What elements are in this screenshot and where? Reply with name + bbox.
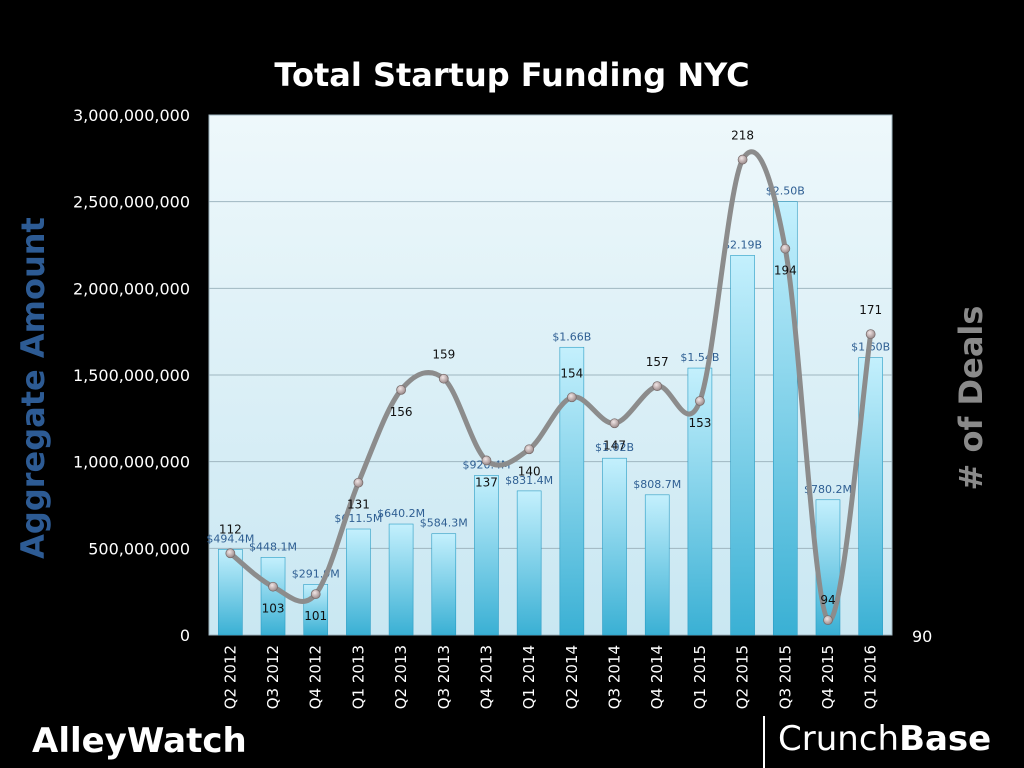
crunchbase-logo-bold: Base [899, 719, 991, 759]
deal-point [695, 396, 705, 406]
y-tick-label: 3,000,000,000 [73, 106, 190, 125]
bar-labels: $494.4M$448.1M$291.9M$611.5M$640.2M$584.… [206, 185, 890, 581]
bar-value-label: $831.4M [505, 474, 553, 487]
bar [431, 533, 457, 636]
bars [218, 201, 883, 636]
alleywatch-logo-text: AlleyWatch [32, 721, 247, 761]
y-tick-label: 2,500,000,000 [73, 193, 190, 212]
bar-value-label: $291.9M [292, 567, 340, 580]
y-tick-label: 1,500,000,000 [73, 366, 190, 385]
bar-value-label: $640.2M [377, 507, 425, 520]
deal-point [780, 243, 791, 254]
deal-point [823, 615, 833, 626]
x-tick-label: Q4 2013 [477, 645, 495, 709]
bar [602, 457, 627, 636]
bar [218, 549, 243, 636]
y-axis-label-right: # of Deals [952, 306, 990, 491]
x-tick-label: Q4 2014 [648, 645, 666, 709]
bar-value-label: $1.02B [595, 441, 634, 454]
crunchbase-logo-regular: Crunch [778, 719, 899, 759]
x-axis-ticks: Q2 2012 Q3 2012 Q4 2012 Q1 2013 Q2 2013 Q3 20… [221, 645, 879, 709]
x-tick-label: Q1 2014 [520, 645, 538, 709]
bar-value-label: $1.66B [552, 330, 591, 343]
bar-value-label: $448.1M [249, 540, 297, 553]
bar [516, 490, 542, 636]
x-tick-label: Q2 2015 [734, 645, 752, 709]
x-tick-label: Q1 2013 [349, 645, 367, 709]
deal-value-label: 140 [518, 464, 541, 478]
deal-value-label: 131 [347, 498, 370, 512]
y-tick-label: 2,000,000,000 [73, 279, 190, 298]
bar [474, 475, 499, 636]
deal-point [524, 444, 535, 455]
deal-value-label: 137 [475, 475, 498, 489]
deal-value-label: 154 [560, 366, 583, 380]
bar-value-label: $2.19B [723, 238, 762, 251]
bar-value-label: $1.54B [680, 351, 719, 364]
y2-axis-tick: 90 [912, 627, 932, 646]
deal-point [609, 418, 620, 429]
x-tick-label: Q2 2013 [392, 645, 410, 709]
deal-point [396, 384, 406, 395]
bar [260, 557, 286, 636]
deal-point [438, 373, 449, 384]
y-tick-label: 1,000,000,000 [73, 453, 190, 472]
deal-point [566, 392, 577, 403]
bar [687, 367, 713, 636]
bar [346, 528, 371, 636]
x-tick-label: Q1 2015 [691, 645, 709, 709]
bar [644, 494, 670, 636]
deal-point [268, 581, 278, 592]
x-tick-label: Q1 2016 [862, 645, 880, 709]
deal-value-label: 194 [774, 264, 797, 278]
y-tick-label: 500,000,000 [88, 539, 190, 558]
deal-value-label: 153 [688, 416, 711, 430]
bar-value-label: $494.4M [206, 532, 254, 545]
bar [559, 346, 585, 636]
deal-points [225, 154, 876, 626]
x-tick-label: Q2 2012 [221, 645, 239, 709]
x-tick-label: Q4 2012 [307, 645, 325, 709]
x-tick-label: Q3 2014 [606, 645, 624, 709]
deal-point [737, 154, 748, 165]
chart-title: Total Startup Funding NYC [274, 56, 749, 94]
x-tick-label: Q2 2014 [563, 645, 581, 709]
svg-text:CrunchBase: CrunchBase [778, 719, 991, 759]
x-tick-label: Q3 2013 [435, 645, 453, 709]
bar-value-label: $808.7M [633, 478, 681, 491]
deal-value-label: 147 [603, 438, 626, 452]
bar [730, 255, 755, 636]
deal-point [481, 455, 492, 466]
deal-value-label: 159 [432, 348, 455, 362]
deal-point [225, 548, 236, 559]
deal-value-label: 101 [304, 609, 327, 623]
crunchbase-logo: CrunchBase [763, 716, 991, 768]
deal-value-label: 156 [390, 405, 413, 419]
y-axis-ticks: 0 500,000,000 1,000,000,000 1,500,000,000 2,… [73, 106, 190, 645]
bar-value-label: $780.2M [804, 483, 852, 496]
x-tick-label: Q4 2015 [819, 645, 837, 709]
deal-point [865, 329, 876, 340]
deal-point [652, 381, 663, 392]
deal-value-label: 103 [262, 602, 285, 616]
deal-value-label: 171 [859, 303, 882, 317]
deal-point [310, 589, 321, 600]
x-tick-label: Q3 2012 [264, 645, 282, 709]
deal-value-label: 94 [820, 593, 835, 607]
deal-value-label: 218 [731, 129, 754, 143]
x-tick-label: Q3 2015 [776, 645, 794, 709]
bar-value-label: $584.3M [420, 517, 468, 530]
deal-value-label: 112 [219, 522, 242, 536]
alleywatch-logo: AlleyWatch [30, 721, 247, 761]
deal-labels: 112 103 101 131 156 159 137 140 154 147 157 153 218 1… [219, 129, 882, 624]
deal-value-label: 157 [646, 355, 669, 369]
y-tick-label: 0 [180, 626, 190, 645]
y-axis-label-left: Aggregate Amount [14, 217, 52, 559]
bar [772, 201, 798, 636]
bar [388, 523, 414, 636]
deal-point [353, 477, 364, 488]
